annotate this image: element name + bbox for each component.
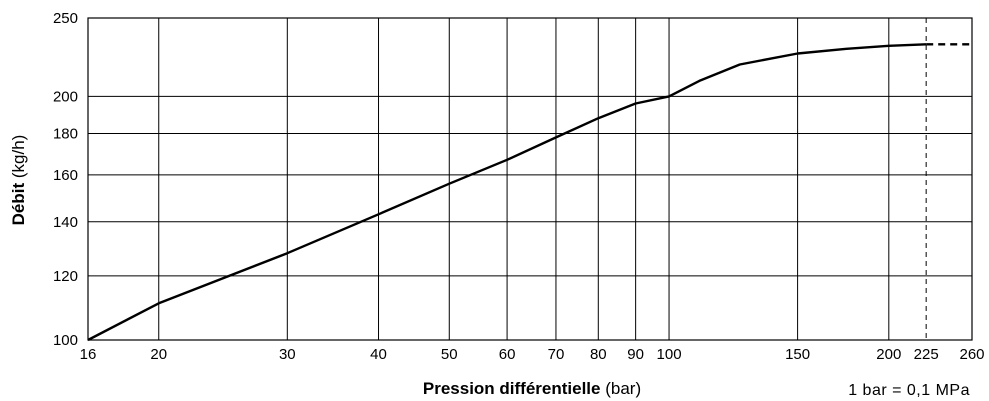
y-tick-label: 140 xyxy=(53,214,78,231)
y-axis-title-unit: (kg/h) xyxy=(9,135,28,183)
x-tick-label: 70 xyxy=(548,346,565,363)
flow-curve xyxy=(87,43,927,342)
x-tick-label: 225 xyxy=(914,346,939,363)
x-tick-label: 260 xyxy=(959,346,984,363)
x-tick-label: 20 xyxy=(150,346,167,363)
y-axis-title-main: Débit xyxy=(9,183,28,226)
x-tick-label: 150 xyxy=(785,346,810,363)
y-tick-label: 160 xyxy=(53,167,78,184)
x-tick-label: 16 xyxy=(80,346,97,363)
x-axis-title-main: Pression différentielle xyxy=(423,379,601,398)
x-tick-label: 100 xyxy=(657,346,682,363)
plot-frame xyxy=(87,17,973,341)
y-tick-label: 100 xyxy=(53,332,78,349)
y-tick-labels: 100 120 140 160 180 200 250 xyxy=(53,10,78,349)
series-layer xyxy=(87,43,972,342)
y-axis-title: Débit (kg/h) xyxy=(9,135,28,226)
y-tick-label: 180 xyxy=(53,125,78,142)
x-axis-title: Pression différentielle (bar) xyxy=(423,379,641,398)
y-tick-label: 250 xyxy=(53,10,78,27)
x-tick-label: 80 xyxy=(590,346,607,363)
x-axis-title-unit: (bar) xyxy=(601,379,642,398)
x-tick-label: 60 xyxy=(499,346,516,363)
x-tick-label: 50 xyxy=(441,346,458,363)
x-tick-label: 40 xyxy=(370,346,387,363)
x-tick-label: 200 xyxy=(876,346,901,363)
x-tick-label: 30 xyxy=(279,346,296,363)
x-tick-labels: 16 20 30 40 50 60 70 80 90 100 150 200 225 260 xyxy=(80,346,985,363)
unit-conversion-note: 1 bar = 0,1 MPa xyxy=(848,382,970,399)
grid-lines xyxy=(88,18,972,340)
y-tick-label: 200 xyxy=(53,88,78,105)
x-tick-label: 90 xyxy=(627,346,644,363)
y-tick-label: 120 xyxy=(53,268,78,285)
